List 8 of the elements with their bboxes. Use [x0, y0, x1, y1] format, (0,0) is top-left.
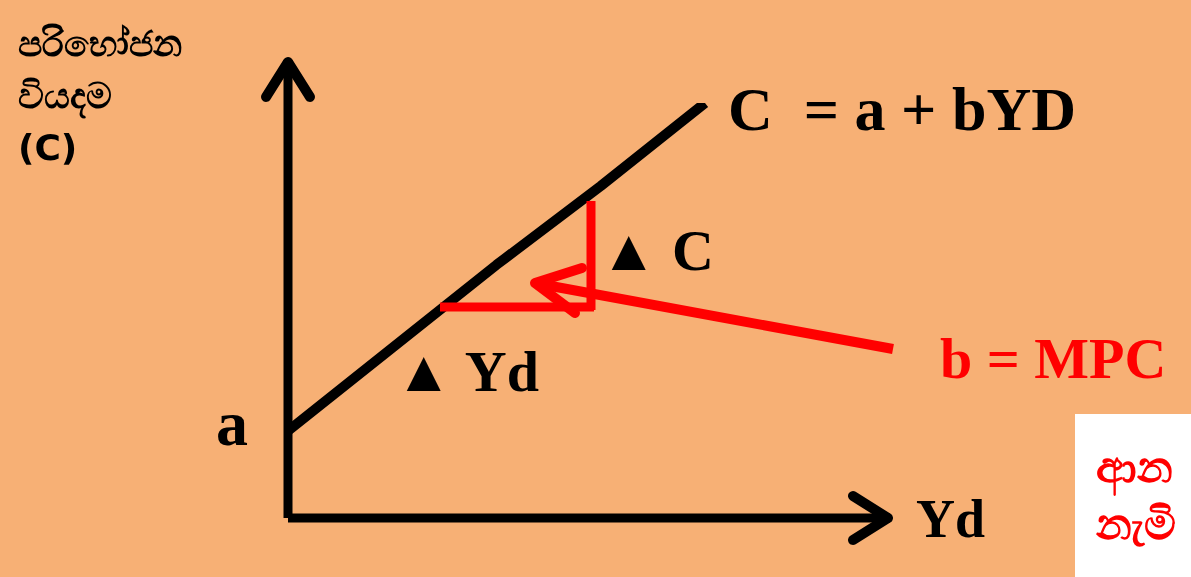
x-axis-title: Yd [916, 489, 986, 549]
text: ආන නැමි [1096, 440, 1176, 552]
annotation: C = a + bYD [728, 75, 1076, 143]
annotation: ▲ C [600, 218, 714, 283]
annotation: a [216, 388, 248, 459]
annotation: ▲ Yd [395, 339, 539, 404]
y-axis-title: පරිභෝජන වියදම (C) [18, 22, 182, 171]
text: b = MPC [940, 326, 1167, 391]
